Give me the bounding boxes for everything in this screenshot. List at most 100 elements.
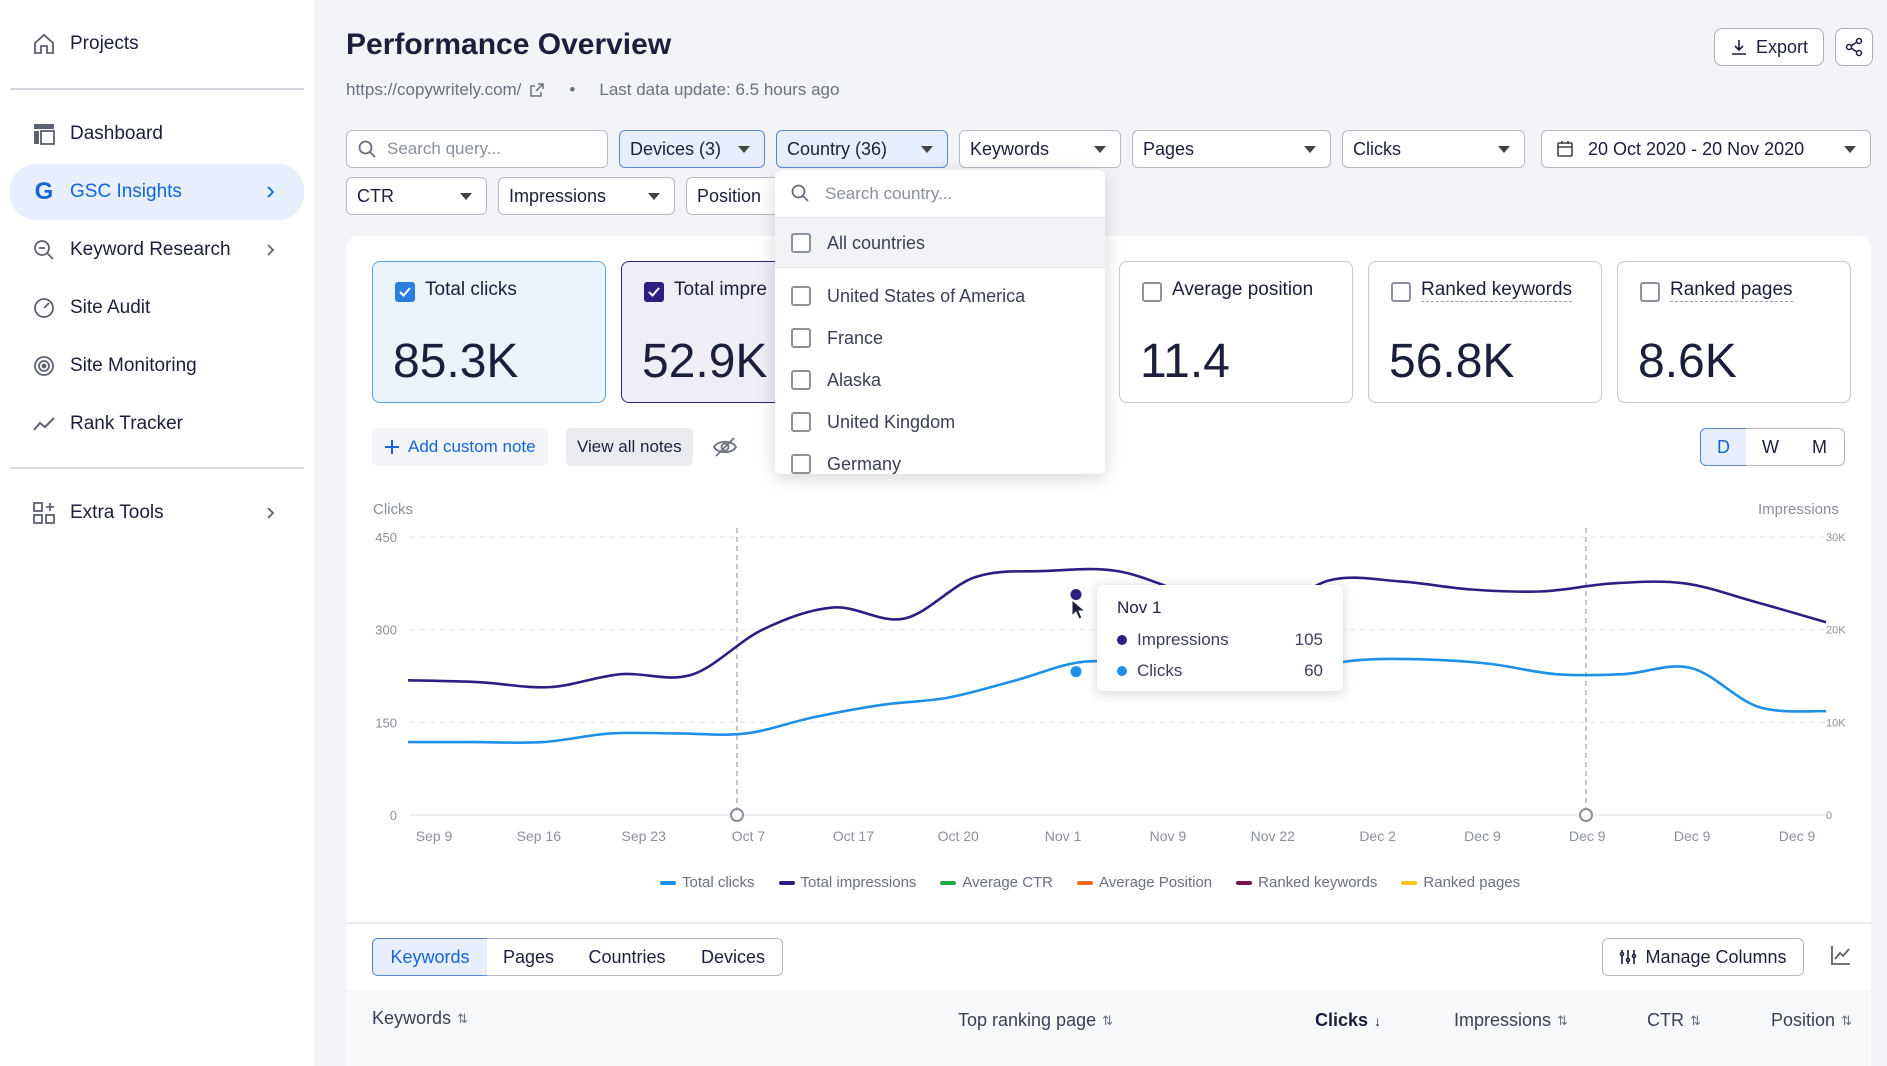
legend-dot (1117, 666, 1127, 676)
checkbox[interactable] (791, 454, 811, 474)
search-icon (791, 184, 809, 202)
sidebar-item-site-monitoring[interactable]: Site Monitoring (10, 338, 304, 394)
sidebar-item-rank-tracker[interactable]: Rank Tracker (10, 396, 304, 452)
option-label: United Kingdom (827, 411, 956, 432)
ctr-filter[interactable]: CTR (346, 177, 487, 215)
calendar-icon (1557, 141, 1573, 157)
view-all-notes-button[interactable]: View all notes (566, 428, 693, 466)
column-header-position[interactable]: Position ⇅ (1771, 1010, 1852, 1031)
checkbox[interactable] (791, 412, 811, 432)
clicks-filter[interactable]: Clicks (1342, 130, 1525, 168)
country-option[interactable]: France (775, 318, 1105, 358)
sidebar-item-site-audit[interactable]: Site Audit (10, 280, 304, 336)
section-divider (346, 922, 1871, 924)
kpi-value: 56.8K (1389, 335, 1515, 388)
caret-down-icon (648, 193, 660, 200)
eye-off-icon[interactable] (712, 435, 738, 459)
tab-pages[interactable]: Pages (487, 938, 571, 976)
share-button[interactable] (1835, 28, 1873, 66)
external-link-icon[interactable] (529, 82, 545, 98)
kpi-value: 52.9K (642, 335, 768, 388)
column-header-top-ranking-page[interactable]: Top ranking page ⇅ (958, 1010, 1113, 1031)
search-query-input[interactable] (346, 130, 608, 168)
date-range-picker[interactable]: 20 Oct 2020 - 20 Nov 2020 (1541, 130, 1871, 168)
x-tick-label: Sep 9 (416, 828, 453, 844)
checkbox[interactable] (1142, 282, 1162, 302)
impressions-filter[interactable]: Impressions (498, 177, 675, 215)
site-url-link[interactable]: https://copywritely.com/ (346, 80, 522, 99)
home-icon (32, 32, 56, 56)
tab-keywords[interactable]: Keywords (372, 938, 488, 976)
checkbox[interactable] (1640, 282, 1660, 302)
x-tick-label: Nov 1 (1045, 828, 1082, 844)
checkbox-checked[interactable] (395, 282, 415, 302)
legend-item[interactable]: Average Position (1077, 874, 1212, 891)
option-label: Alaska (827, 369, 882, 390)
country-option[interactable]: Alaska (775, 360, 1105, 400)
sidebar-item-gsc-insights[interactable]: G GSC Insights (10, 164, 304, 220)
checkbox-checked[interactable] (644, 282, 664, 302)
column-header-impressions[interactable]: Impressions ⇅ (1454, 1010, 1568, 1031)
country-dropdown: Search country... All countries United S… (775, 170, 1105, 474)
legend-item[interactable]: Total impressions (778, 874, 917, 891)
granularity-week[interactable]: W (1746, 428, 1796, 466)
position-filter[interactable]: Position (686, 177, 786, 215)
country-filter[interactable]: Country (36) (776, 130, 948, 168)
keywords-filter-label: Keywords (970, 138, 1050, 159)
sort-icon: ⇅ (1102, 1012, 1114, 1028)
kpi-total-clicks[interactable]: Total clicks 85.3K (372, 261, 606, 403)
sidebar-item-keyword-research[interactable]: Keyword Research (10, 222, 304, 278)
sidebar-item-projects[interactable]: Projects (10, 16, 304, 72)
checkbox[interactable] (791, 233, 811, 253)
country-option[interactable]: Germany (775, 444, 1105, 474)
legend-label: Total impressions (800, 874, 917, 891)
tab-devices[interactable]: Devices (684, 938, 783, 976)
line-chart-icon[interactable] (1830, 944, 1852, 966)
column-header-label: Top ranking page (958, 1010, 1097, 1030)
y-tick-label: 300 (375, 623, 397, 638)
x-tick-label: Sep 23 (622, 828, 667, 844)
tools-grid-icon (32, 501, 56, 525)
checkbox[interactable] (791, 370, 811, 390)
country-option[interactable]: United States of America (775, 276, 1105, 316)
add-custom-note-button[interactable]: Add custom note (372, 428, 548, 466)
legend-item[interactable]: Ranked pages (1401, 874, 1520, 891)
tab-label: Devices (700, 946, 766, 967)
keywords-filter[interactable]: Keywords (959, 130, 1121, 168)
sidebar-item-extra-tools[interactable]: Extra Tools (10, 485, 304, 541)
column-header-clicks[interactable]: Clicks ↓ (1315, 1010, 1381, 1031)
sidebar-item-dashboard[interactable]: Dashboard (10, 106, 304, 162)
granularity-day[interactable]: D (1700, 428, 1747, 466)
tab-countries[interactable]: Countries (570, 938, 685, 976)
export-button[interactable]: Export (1714, 28, 1824, 66)
legend-item[interactable]: Average CTR (940, 874, 1053, 891)
kpi-ranked-pages[interactable]: Ranked pages 8.6K (1617, 261, 1851, 403)
legend-item[interactable]: Total clicks (660, 874, 755, 891)
tooltip-title: Nov 1 (1117, 598, 1162, 617)
tooltip-row-impressions: Impressions 105 (1117, 629, 1323, 651)
checkbox[interactable] (791, 328, 811, 348)
legend-swatch (1077, 880, 1094, 885)
column-header-label: Position (1771, 1010, 1836, 1030)
checkbox[interactable] (791, 286, 811, 306)
country-search-input[interactable]: Search country... (775, 170, 1105, 218)
manage-columns-button[interactable]: Manage Columns (1602, 938, 1804, 976)
column-header-ctr[interactable]: CTR ⇅ (1647, 1010, 1701, 1031)
column-header-keywords[interactable]: Keywords ⇅ (372, 1008, 468, 1029)
y-tick-label: 150 (375, 715, 397, 730)
legend-item[interactable]: Ranked keywords (1236, 874, 1377, 891)
devices-filter[interactable]: Devices (3) (619, 130, 765, 168)
option-label: Germany (827, 453, 902, 474)
kpi-average-position[interactable]: Average position 11.4 (1119, 261, 1353, 403)
checkbox[interactable] (1391, 282, 1411, 302)
pages-filter[interactable]: Pages (1132, 130, 1331, 168)
kpi-label: Ranked keywords (1421, 279, 1573, 302)
kpi-ranked-keywords[interactable]: Ranked keywords 56.8K (1368, 261, 1602, 403)
x-tick-label: Dec 9 (1569, 828, 1606, 844)
country-option[interactable]: United Kingdom (775, 402, 1105, 442)
all-countries-option[interactable]: All countries (775, 218, 1105, 268)
granularity-month[interactable]: M (1795, 428, 1845, 466)
plus-icon (385, 440, 399, 454)
all-countries-row[interactable]: All countries (775, 223, 1105, 263)
